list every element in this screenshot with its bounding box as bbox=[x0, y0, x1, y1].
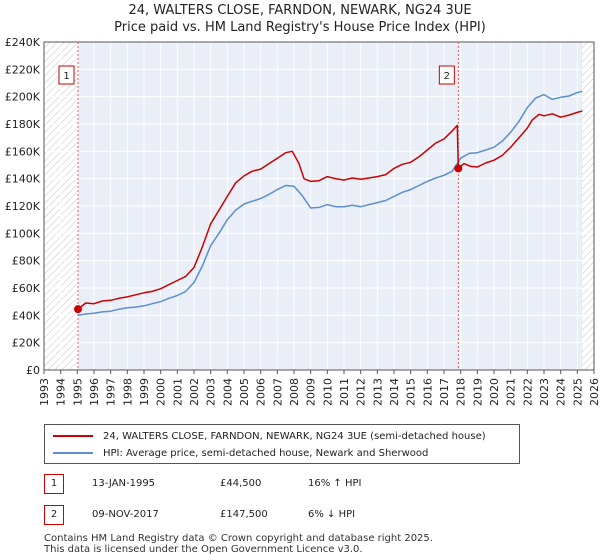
y-tick-label: £80K bbox=[12, 255, 41, 268]
annotation-box-1 bbox=[58, 65, 75, 85]
x-tick-label: 2025 bbox=[571, 378, 584, 406]
y-tick-label: £160K bbox=[5, 145, 41, 158]
sale-hpi-2: 6% ↓ HPI bbox=[308, 509, 356, 520]
y-tick-label: £100K bbox=[5, 227, 41, 240]
sale-point-1 bbox=[74, 305, 82, 314]
y-tick-label: £180K bbox=[5, 118, 41, 131]
y-tick-label: £20K bbox=[12, 337, 41, 350]
x-tick-label: 2001 bbox=[171, 378, 184, 406]
x-tick-label: 2019 bbox=[471, 378, 484, 406]
sale-price-1: £44,500 bbox=[220, 478, 262, 489]
y-tick-label: £220K bbox=[5, 63, 41, 76]
annotation-label-1: 1 bbox=[63, 71, 69, 82]
price-chart: £0 £20K £40K £60K £80K £100K £120K £140K £160K £1… bbox=[5, 36, 600, 406]
x-tick-label: 1998 bbox=[121, 378, 134, 406]
footer-licence: This data is licensed under the Open Gov… bbox=[44, 544, 363, 555]
x-tick-label: 2007 bbox=[271, 378, 284, 406]
series-line-property bbox=[77, 110, 583, 310]
x-tick-label: 2009 bbox=[305, 378, 318, 406]
x-tick-label: 2010 bbox=[321, 378, 334, 406]
y-tick-label: £140K bbox=[5, 173, 41, 186]
legend: 24, WALTERS CLOSE, FARNDON, NEWARK, NG24… bbox=[44, 424, 520, 464]
x-tick-label: 2000 bbox=[155, 378, 168, 406]
x-tick-label: 1997 bbox=[105, 378, 118, 406]
sale-point-2 bbox=[454, 164, 463, 173]
x-tick-label: 2005 bbox=[238, 378, 251, 406]
x-tick-label: 2022 bbox=[521, 378, 534, 406]
sale-hpi-1: 16% ↑ HPI bbox=[308, 478, 362, 489]
x-tick-label: 2026 bbox=[588, 378, 600, 406]
x-tick-label: 1999 bbox=[138, 378, 151, 406]
x-tick-label: 2016 bbox=[421, 378, 434, 406]
x-tick-label: 1995 bbox=[71, 378, 84, 406]
x-tick-label: 2002 bbox=[188, 378, 201, 406]
annotation-label-2: 2 bbox=[444, 71, 450, 82]
sale-date-1: 13-JAN-1995 bbox=[92, 478, 156, 489]
annotation-box-2 bbox=[438, 65, 455, 85]
x-tick-label: 1993 bbox=[38, 378, 51, 406]
x-tick-label: 2011 bbox=[338, 378, 351, 406]
sale-marker-2: 2 bbox=[44, 505, 64, 525]
x-tick-label: 2020 bbox=[488, 378, 501, 406]
sale-price-2: £147,500 bbox=[220, 509, 268, 520]
x-tick-label: 1994 bbox=[55, 378, 68, 406]
legend-item-hpi: HPI: Average price, semi-detached house,… bbox=[53, 445, 428, 461]
y-tick-label: £200K bbox=[5, 91, 41, 104]
y-tick-label: £0 bbox=[26, 364, 40, 377]
footer-copyright: Contains HM Land Registry data © Crown c… bbox=[44, 533, 433, 544]
x-tick-label: 2021 bbox=[505, 378, 518, 406]
chart-subtitle: Price paid vs. HM Land Registry's House … bbox=[114, 20, 486, 35]
sale-date-2: 09-NOV-2017 bbox=[92, 509, 159, 520]
y-tick-label: £60K bbox=[12, 282, 41, 295]
legend-swatch-property bbox=[53, 435, 93, 437]
y-tick-label: £40K bbox=[12, 309, 41, 322]
x-tick-label: 2012 bbox=[355, 378, 368, 406]
legend-label-hpi: HPI: Average price, semi-detached house,… bbox=[103, 447, 429, 459]
plot-frame bbox=[43, 41, 595, 371]
y-tick-label: £240K bbox=[5, 36, 41, 49]
x-tick-label: 2004 bbox=[221, 378, 234, 406]
series-line-hpi bbox=[77, 90, 583, 317]
x-tick-label: 2023 bbox=[538, 378, 551, 406]
x-tick-label: 1996 bbox=[88, 378, 101, 406]
x-tick-label: 2006 bbox=[255, 378, 268, 406]
x-tick-label: 2013 bbox=[371, 378, 384, 406]
chart-title: 24, WALTERS CLOSE, FARNDON, NEWARK, NG24… bbox=[128, 3, 472, 18]
x-tick-label: 2003 bbox=[205, 378, 218, 406]
y-tick-label: £120K bbox=[5, 200, 41, 213]
x-tick-label: 2015 bbox=[405, 378, 418, 406]
x-tick-label: 2018 bbox=[455, 378, 468, 406]
x-tick-label: 2017 bbox=[438, 378, 451, 406]
legend-swatch-hpi bbox=[53, 452, 93, 454]
x-tick-label: 2024 bbox=[555, 378, 568, 406]
legend-label-property: 24, WALTERS CLOSE, FARNDON, NEWARK, NG24… bbox=[103, 430, 486, 442]
legend-item-property: 24, WALTERS CLOSE, FARNDON, NEWARK, NG24… bbox=[53, 428, 486, 444]
x-tick-label: 2014 bbox=[388, 378, 401, 406]
sale-marker-1: 1 bbox=[44, 474, 64, 494]
x-tick-label: 2008 bbox=[288, 378, 301, 406]
